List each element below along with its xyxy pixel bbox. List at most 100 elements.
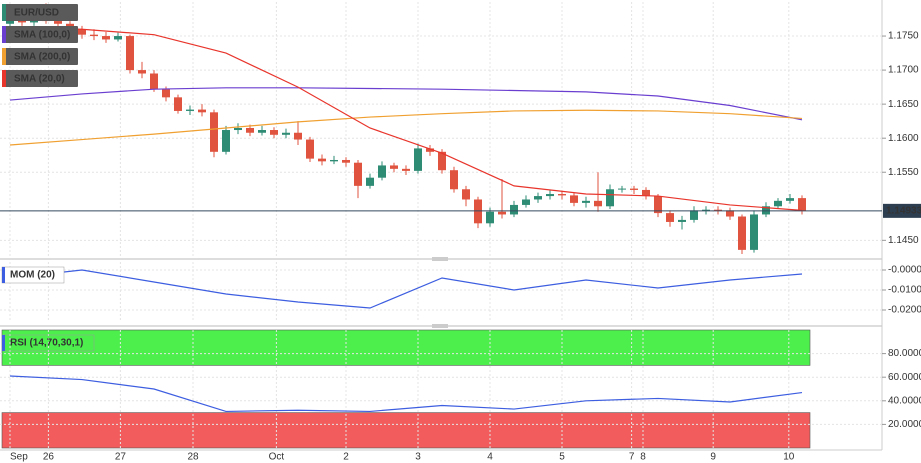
y-tick-label: 1.1700: [888, 65, 919, 76]
y-tick-label: 60.0000: [888, 372, 921, 383]
x-tick-label: Sep: [10, 452, 28, 463]
candle-body: [342, 159, 350, 163]
indicator-line: [9, 375, 803, 413]
candle-body: [114, 36, 122, 40]
pane-grip[interactable]: [432, 257, 448, 261]
indicator-swatch: [2, 335, 5, 351]
candle-body: [426, 148, 434, 152]
candle-body: [750, 214, 758, 250]
candle-body: [414, 148, 422, 171]
candle-body: [594, 200, 602, 207]
candle-body: [438, 151, 446, 171]
x-tick-label: 10: [783, 452, 795, 463]
indicator-swatch: [2, 267, 5, 283]
band: [1, 412, 811, 449]
y-tick-label: 1.1600: [888, 133, 919, 144]
x-tick-label: 5: [559, 452, 565, 463]
candle-body: [318, 158, 326, 162]
y-tick-label: 1.1550: [888, 167, 919, 178]
y-tick-label: 1.1650: [888, 99, 919, 110]
x-tick-label: 27: [115, 452, 127, 463]
candle-body: [462, 189, 470, 200]
pane-grip[interactable]: [432, 324, 448, 328]
candle-body: [546, 194, 554, 197]
band: [1, 329, 811, 366]
y-tick-label: 1.1750: [888, 31, 919, 42]
candle-body: [210, 112, 218, 152]
x-tick-label: Oct: [269, 452, 285, 463]
candle-body: [630, 188, 638, 190]
candle-body: [798, 198, 806, 212]
candle-body: [54, 21, 62, 24]
candle-body: [558, 194, 566, 196]
legend-label: EUR/USD: [14, 8, 59, 19]
x-tick-label: 2: [343, 452, 349, 463]
candle-body: [690, 210, 698, 220]
candle-body: [78, 29, 86, 35]
last-price-label: 1.14933: [886, 205, 921, 216]
candle-body: [474, 199, 482, 224]
y-tick-label: 20.0000: [888, 419, 921, 430]
legend-box: [2, 48, 78, 65]
candle-body: [138, 70, 146, 74]
candle-body: [726, 210, 734, 217]
candle-body: [258, 130, 266, 133]
y-tick-label: -0.0100: [888, 285, 921, 296]
candle-body: [654, 196, 662, 214]
x-tick-label: 9: [710, 452, 716, 463]
y-tick-label: 40.0000: [888, 395, 921, 406]
legend-swatch: [2, 48, 6, 65]
candle-body: [234, 127, 242, 131]
indicator-line: [9, 269, 803, 309]
candle-body: [150, 73, 158, 90]
candle-body: [282, 132, 290, 135]
legend-swatch: [2, 70, 6, 87]
y-tick-label: -0.0000: [888, 265, 921, 276]
sma-line: [9, 87, 803, 121]
candle-body: [378, 165, 386, 178]
legend-label: SMA (20,0): [14, 74, 65, 85]
candle-body: [642, 189, 650, 197]
legend-label: SMA (200,0): [14, 52, 70, 63]
candle-body: [534, 196, 542, 200]
legend-label: SMA (100,0): [14, 30, 70, 41]
sma-line: [9, 109, 803, 146]
candle-body: [162, 89, 170, 98]
candle-body: [786, 198, 794, 201]
legend-box: [2, 26, 78, 43]
candle-body: [246, 127, 254, 133]
legend-box: [2, 70, 78, 87]
candle-body: [714, 209, 722, 211]
candle-body: [498, 211, 506, 215]
y-tick-label: 1.1450: [888, 235, 919, 246]
candle-body: [306, 139, 314, 159]
candle-body: [510, 204, 518, 215]
candle-body: [174, 97, 182, 111]
x-tick-label: 4: [487, 452, 493, 463]
candle-body: [186, 109, 194, 111]
candle-body: [678, 219, 686, 222]
last-price-box: [883, 203, 921, 218]
candle-body: [354, 162, 362, 186]
candle-body: [270, 130, 278, 135]
candle-body: [222, 130, 230, 152]
candle-body: [402, 168, 410, 171]
candle-body: [618, 188, 626, 190]
x-tick-label: 8: [640, 452, 646, 463]
candle-body: [522, 199, 530, 205]
candle-body: [606, 189, 614, 207]
candle-body: [582, 200, 590, 203]
x-tick-label: 7: [629, 452, 635, 463]
candle-body: [390, 165, 398, 169]
candle-body: [366, 177, 374, 186]
candle-body: [570, 195, 578, 203]
candle-body: [90, 34, 98, 37]
legend-box: [2, 4, 78, 21]
candle-body: [702, 209, 710, 211]
indicator-title: MOM (20): [10, 270, 55, 281]
candle-body: [774, 200, 782, 207]
candle-body: [126, 36, 134, 71]
y-tick-label: 80.0000: [888, 348, 921, 359]
